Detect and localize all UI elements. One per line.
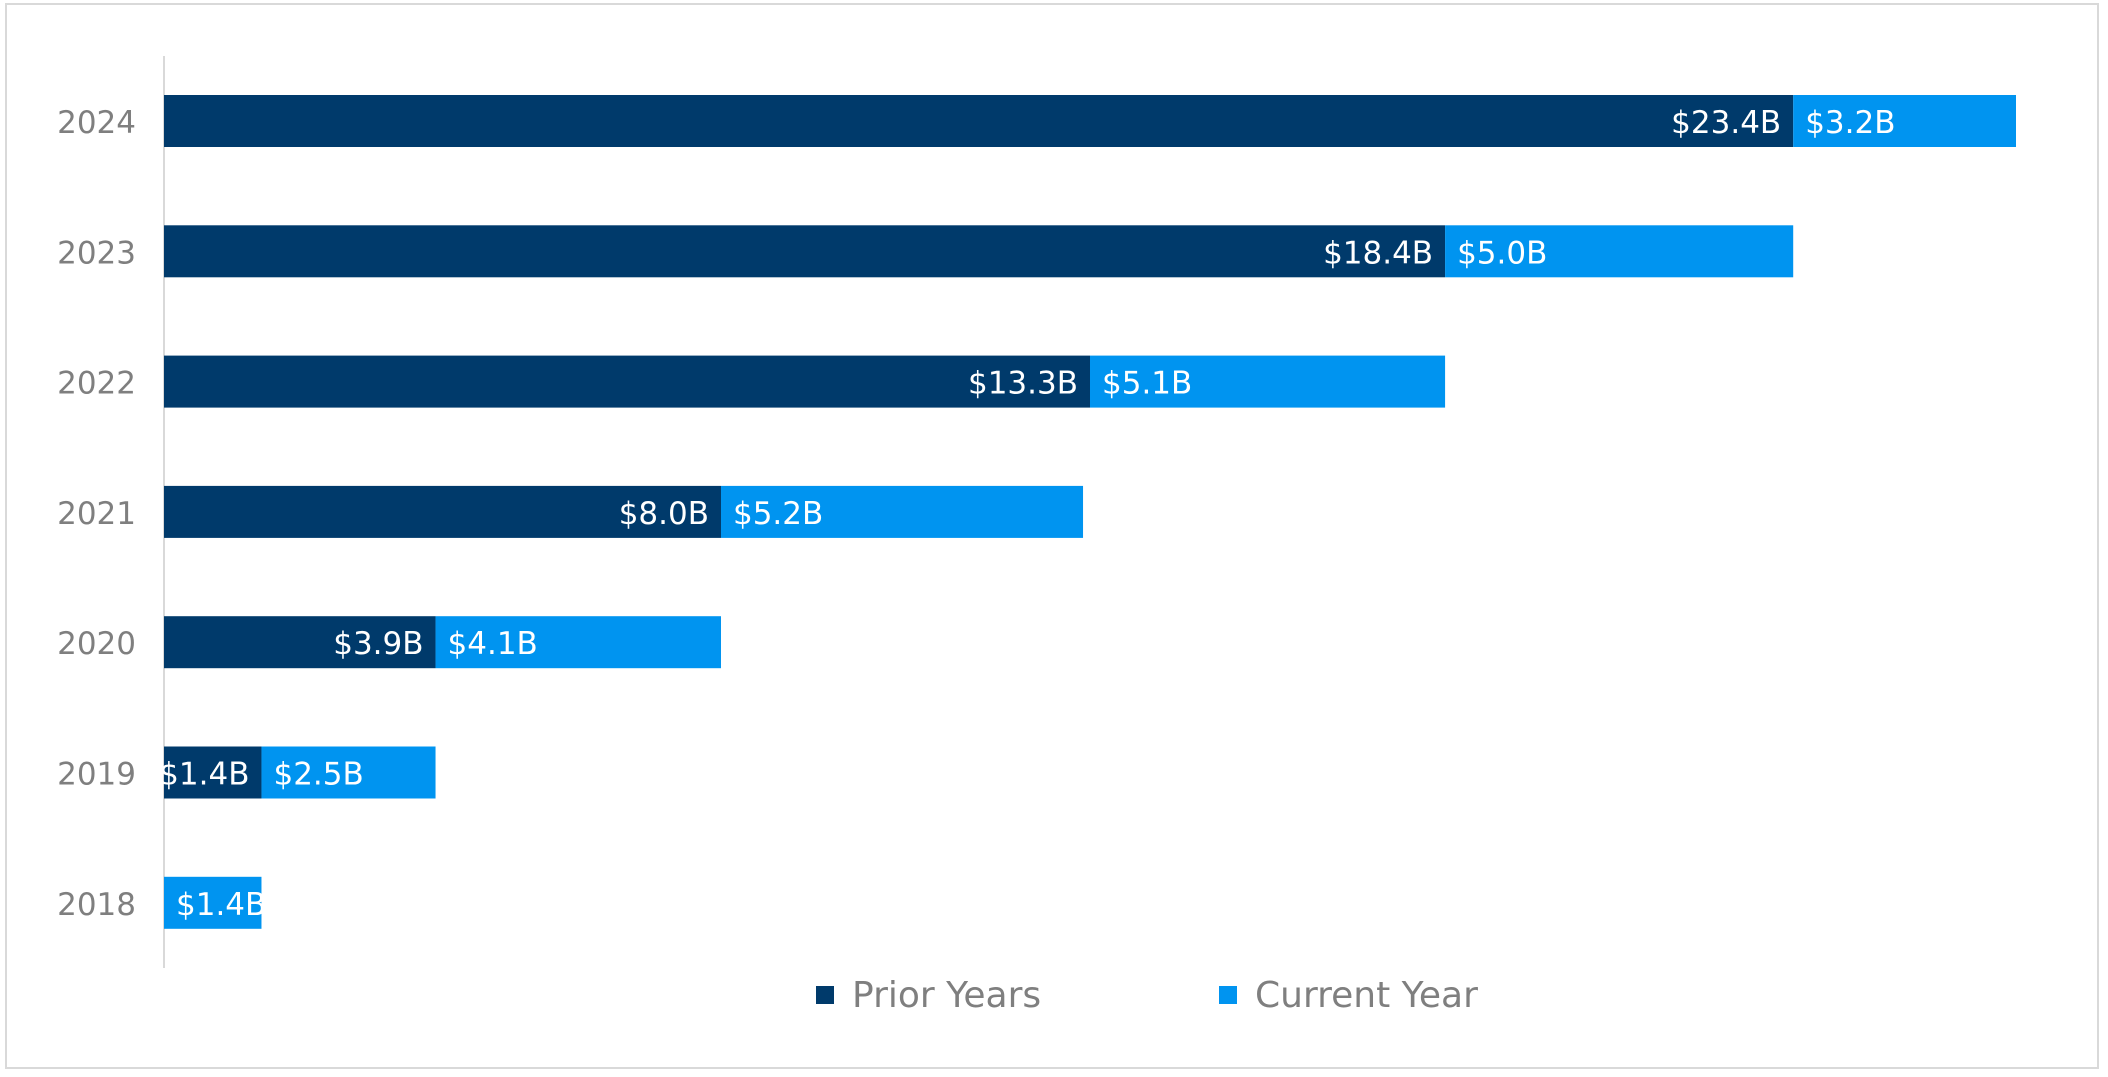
data-label-prior-years-2023: $18.4B [1323,235,1433,271]
bar-current-year-2022 [1090,355,1446,408]
category-label-2018: 2018 [57,887,136,923]
data-label-current-year-2019: $2.5B [273,757,363,793]
category-label-2024: 2024 [57,105,136,141]
data-label-current-year-2022: $5.1B [1102,366,1192,402]
data-label-prior-years-2022: $13.3B [968,366,1078,402]
bar-current-year-2019 [261,746,436,799]
bar-prior-years-2024 [164,95,1794,147]
legend-label-prior-years: Prior Years [852,975,1041,1016]
legend-swatch-prior-years [816,986,834,1004]
bar-current-year-2018 [164,876,262,929]
data-label-prior-years-2024: $23.4B [1671,105,1781,141]
legend-swatch-current-year [1219,986,1237,1004]
data-label-current-year-2021: $5.2B [733,496,823,532]
bar-current-year-2020 [435,616,721,669]
category-label-2022: 2022 [57,366,136,402]
category-label-2019: 2019 [57,757,136,793]
bar-prior-years-2021 [164,485,721,538]
category-label-2023: 2023 [57,235,136,271]
data-label-prior-years-2019: $1.4B [159,757,249,793]
bar-prior-years-2020 [164,616,436,669]
bar-current-year-2024 [1793,95,2016,147]
bar-current-year-2023 [1445,225,1794,278]
data-label-current-year-2023: $5.0B [1457,235,1547,271]
bar-current-year-2021 [720,485,1084,538]
bar-prior-years-2022 [164,355,1090,408]
bar-prior-years-2023 [164,225,1446,278]
bar-prior-years-2019 [164,746,262,799]
data-label-prior-years-2020: $3.9B [333,626,423,662]
legend-label-current-year: Current Year [1255,975,1478,1016]
data-label-current-year-2024: $3.2B [1805,105,1895,141]
category-label-2020: 2020 [57,626,136,662]
category-label-2021: 2021 [57,496,136,532]
data-label-prior-years-2021: $8.0B [619,496,709,532]
data-label-current-year-2020: $4.1B [448,626,538,662]
data-label-current-year-2018: $1.4B [176,887,266,923]
